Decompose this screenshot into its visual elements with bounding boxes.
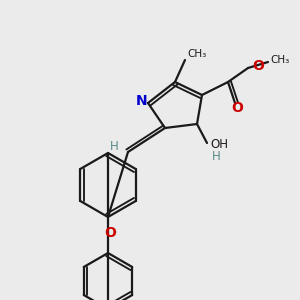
Text: CH₃: CH₃	[270, 55, 289, 65]
Text: N: N	[136, 94, 148, 108]
Text: O: O	[104, 226, 116, 240]
Text: H: H	[110, 140, 118, 152]
Text: OH: OH	[210, 139, 228, 152]
Text: H: H	[212, 149, 221, 163]
Text: CH₃: CH₃	[187, 49, 206, 59]
Text: O: O	[231, 101, 243, 115]
Text: O: O	[252, 59, 264, 73]
